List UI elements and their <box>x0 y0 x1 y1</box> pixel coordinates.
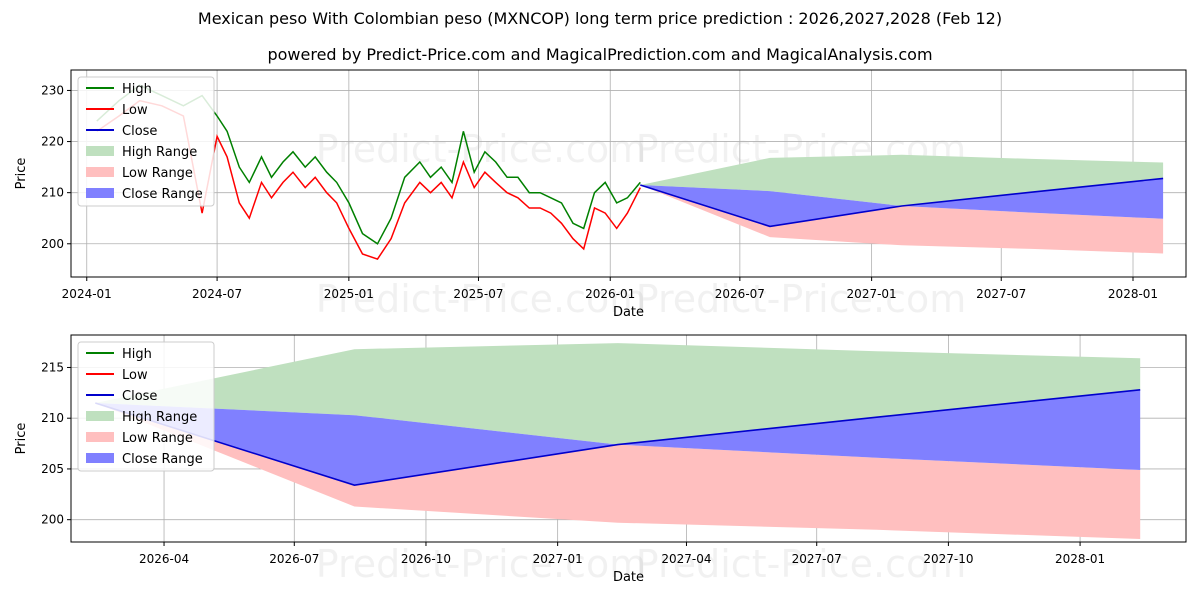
legend-swatch-high-range <box>86 146 114 156</box>
legend-label-low: Low <box>122 368 148 383</box>
x-tick-label: 2026-01 <box>585 287 635 301</box>
y-tick-label: 200 <box>41 237 64 251</box>
legend-swatch-close-range <box>86 453 114 463</box>
low-range-band <box>95 403 1141 539</box>
x-tick-label: 2025-01 <box>324 287 374 301</box>
chart-panel-2: Predict-Price.comPredict-Price.comPredic… <box>14 334 1187 586</box>
watermark: Predict-Price.com <box>316 542 647 586</box>
legend-label-close-range: Close Range <box>122 187 203 202</box>
chart-subtitle: powered by Predict-Price.com and Magical… <box>267 45 933 64</box>
y-tick-label: 220 <box>41 135 64 149</box>
legend-label-high: High <box>122 82 152 97</box>
x-tick-label: 2026-04 <box>139 552 189 566</box>
x-tick-label: 2028-01 <box>1055 552 1105 566</box>
close-forecast-line <box>640 177 1164 228</box>
x-tick-label: 2024-01 <box>62 287 112 301</box>
chart-title: Mexican peso With Colombian peso (MXNCOP… <box>197 9 1003 28</box>
watermark: Predict-Price.com <box>636 542 967 586</box>
legend-label-close: Close <box>122 124 157 139</box>
legend-swatch-high-range <box>86 411 114 421</box>
legend-swatch-close-range <box>86 188 114 198</box>
watermark: Predict-Price.com <box>636 277 967 321</box>
legend-label-low-range: Low Range <box>122 431 193 446</box>
y-tick-label: 210 <box>41 186 64 200</box>
x-tick-label: 2025-07 <box>453 287 503 301</box>
chart-panel-1: Predict-Price.comPredict-Price.comPredic… <box>14 69 1187 321</box>
high-range-band <box>95 343 1141 445</box>
x-tick-label: 2027-01 <box>847 287 897 301</box>
plot-area <box>95 343 1141 539</box>
legend-label-high: High <box>122 347 152 362</box>
x-axis-label: Date <box>613 305 644 320</box>
legend-swatch-low-range <box>86 167 114 177</box>
plot-area <box>96 84 1164 260</box>
legend-label-low: Low <box>122 103 148 118</box>
low-range-band <box>640 185 1164 254</box>
legend-label-high-range: High Range <box>122 145 197 160</box>
y-tick-label: 215 <box>41 360 64 374</box>
x-axis-label: Date <box>613 570 644 585</box>
x-tick-label: 2026-07 <box>715 287 765 301</box>
y-tick-label: 200 <box>41 513 64 527</box>
legend-swatch-low-range <box>86 432 114 442</box>
x-tick-label: 2027-07 <box>976 287 1026 301</box>
y-tick-label: 210 <box>41 411 64 425</box>
watermark: Predict-Price.com <box>316 277 647 321</box>
x-tick-label: 2026-10 <box>401 552 451 566</box>
x-tick-label: 2024-07 <box>192 287 242 301</box>
y-axis-label: Price <box>14 423 29 455</box>
high-series-line <box>96 84 641 245</box>
x-tick-label: 2027-01 <box>533 552 583 566</box>
watermark: Predict-Price.com <box>316 127 647 171</box>
y-tick-label: 230 <box>41 83 64 97</box>
legend-label-close-range: Close Range <box>122 452 203 467</box>
x-tick-label: 2027-04 <box>661 552 711 566</box>
close-range-band <box>640 178 1164 227</box>
high-range-band <box>640 154 1164 206</box>
y-tick-label: 205 <box>41 462 64 476</box>
x-tick-label: 2027-10 <box>923 552 973 566</box>
close-range-band <box>95 389 1141 486</box>
low-series-line <box>96 99 641 260</box>
x-tick-label: 2026-07 <box>269 552 319 566</box>
legend-label-low-range: Low Range <box>122 166 193 181</box>
close-forecast-line <box>95 389 1141 487</box>
x-tick-label: 2027-07 <box>792 552 842 566</box>
x-tick-label: 2028-01 <box>1108 287 1158 301</box>
legend-label-close: Close <box>122 389 157 404</box>
y-axis-label: Price <box>14 158 29 190</box>
axes-frame <box>70 334 1187 543</box>
axes-frame <box>70 69 1187 278</box>
legend-label-high-range: High Range <box>122 410 197 425</box>
